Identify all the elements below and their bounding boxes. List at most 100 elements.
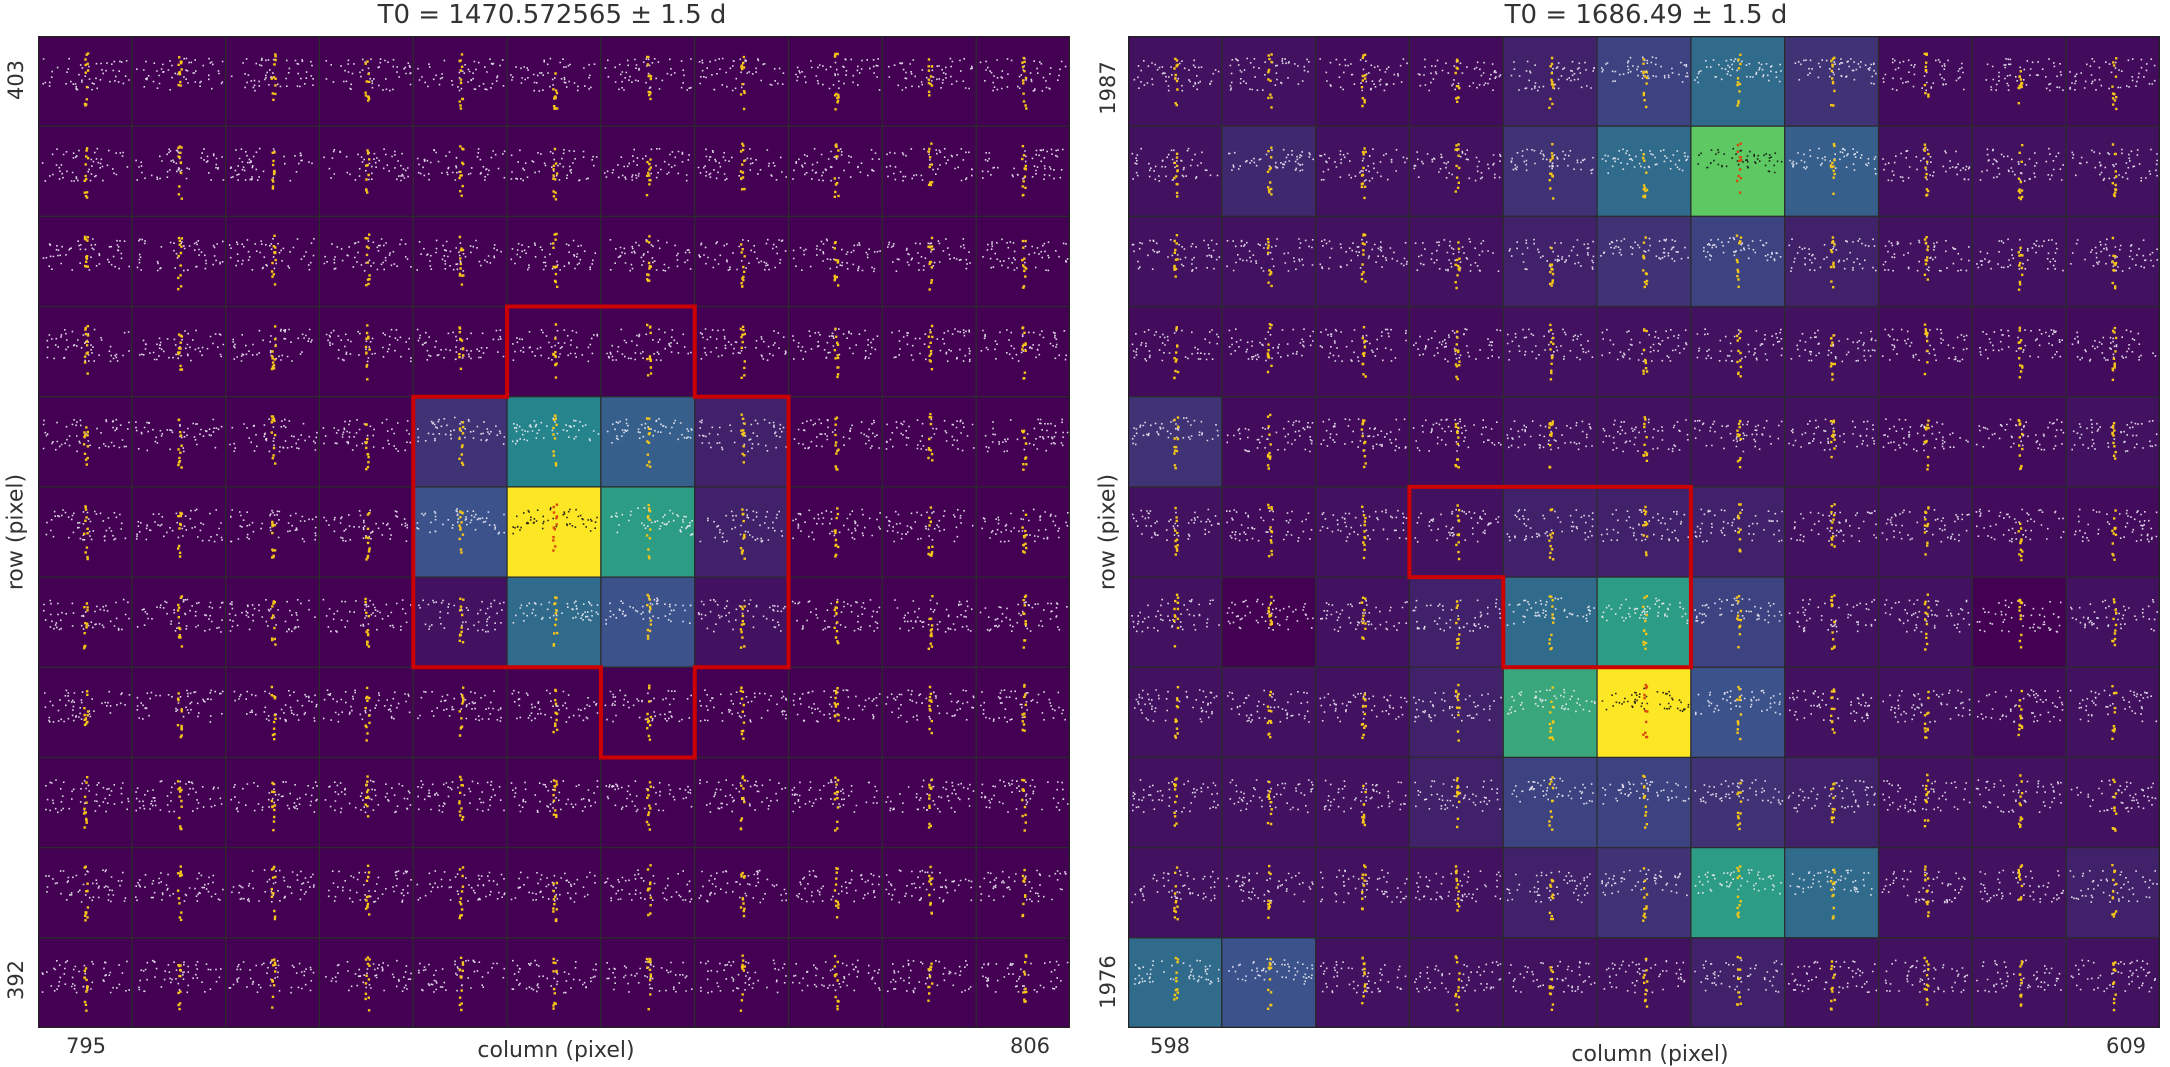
pixel-cell [1502,396,1598,488]
transit-marker [1022,954,1028,1003]
pixel-cell [318,36,414,127]
pixel-cell [787,576,883,668]
pixel-background [38,36,132,127]
light-curve-points [1882,239,1970,272]
light-curve-points [1600,237,1689,262]
transit-marker [1829,236,1836,289]
transit-marker [270,685,277,741]
pixel-cell [1971,576,2067,668]
pixel-cell [225,305,321,398]
light-curve-points [979,601,1068,632]
pixel-background [1221,757,1316,848]
pixel-background [1784,126,1879,217]
transit-marker [1266,146,1273,196]
pixel-cell [1315,847,1411,939]
pixel-cell [1128,666,1223,759]
pixel-background [1503,126,1598,217]
pixel-cell [881,847,977,939]
light-curve-points [1226,872,1314,903]
pixel-cell [225,576,321,668]
transit-marker [1923,593,1930,651]
pixel-cell [975,486,1070,578]
transit-marker [177,236,184,291]
transit-marker [458,956,465,1012]
transit-marker [552,688,559,734]
transit-marker [1266,957,1273,1010]
pixel-cell [1690,305,1786,398]
transit-marker [1454,955,1461,1012]
pixel-background [507,847,601,938]
pixel-cell [1690,756,1786,849]
pixel-cell [1315,215,1411,308]
pixel-background [1972,396,2067,487]
y-tick-bottom: 1976 [1096,955,1120,1009]
pixel-cell [2065,396,2160,488]
pixel-background [1315,937,1410,1028]
pixel-background [319,216,414,307]
pixel-background [1972,937,2067,1028]
transit-marker [83,865,90,922]
pixel-cell [38,215,133,308]
pixel-cell [225,937,321,1028]
transit-marker [270,325,277,371]
transit-marker [646,55,653,101]
light-curve-points [795,58,881,91]
transit-marker [1642,683,1649,739]
chart-title: T0 = 1686.49 ± 1.5 d [1504,0,1788,30]
transit-marker [1267,503,1274,558]
pixel-cell [412,756,508,849]
pixel-cell [318,666,414,759]
pixel-cell [1128,756,1223,849]
light-curve-points [1506,420,1593,451]
transit-marker [1173,152,1179,198]
transit-marker [364,60,371,102]
light-curve-points [323,148,409,182]
transit-marker [458,597,465,644]
light-curve-points [136,689,224,723]
pixel-background [131,757,226,848]
pixel-cell [1408,396,1504,488]
light-curve-points [1788,418,1875,451]
pixel-background [413,577,508,668]
pixel-cell [412,125,508,217]
light-curve-points [1226,598,1314,631]
pixel-background [882,937,977,1028]
pixel-background [1972,126,2067,217]
transit-marker [83,147,90,199]
light-curve-points [135,780,223,813]
pixel-background [413,486,508,578]
transit-marker [2017,144,2024,201]
pixel-background [882,306,977,397]
pixel-background [413,847,508,938]
transit-marker [927,962,934,1002]
pixel-background [788,306,883,397]
transit-marker [364,686,371,742]
pixel-cell [787,666,883,759]
pixel-cell [881,937,977,1028]
pixel-cell [1221,125,1317,217]
pixel-background [1784,306,1879,397]
pixel-background [38,126,132,217]
pixel-cell [1877,396,1973,488]
transit-marker [1267,595,1273,626]
pixel-cell [1128,937,1223,1028]
transit-marker [364,956,371,1012]
pixel-background [1690,667,1785,758]
light-curve-points [606,961,693,993]
light-curve-points [2071,419,2158,453]
transit-marker [1736,955,1743,1006]
pixel-cell [1971,305,2067,398]
pixel-cell [1221,756,1317,849]
transit-marker [1360,147,1367,200]
transit-marker [364,423,370,471]
transit-marker [833,955,840,1011]
transit-marker [1830,503,1836,548]
pixel-cell [1971,847,2067,939]
pixel-cell [1971,486,2067,578]
pixel-background [788,667,883,758]
transit-marker [1173,593,1180,648]
pixel-cell [1690,847,1786,939]
light-curve-points [136,238,224,272]
pixel-background [1878,36,1973,127]
pixel-cell [1221,36,1317,127]
